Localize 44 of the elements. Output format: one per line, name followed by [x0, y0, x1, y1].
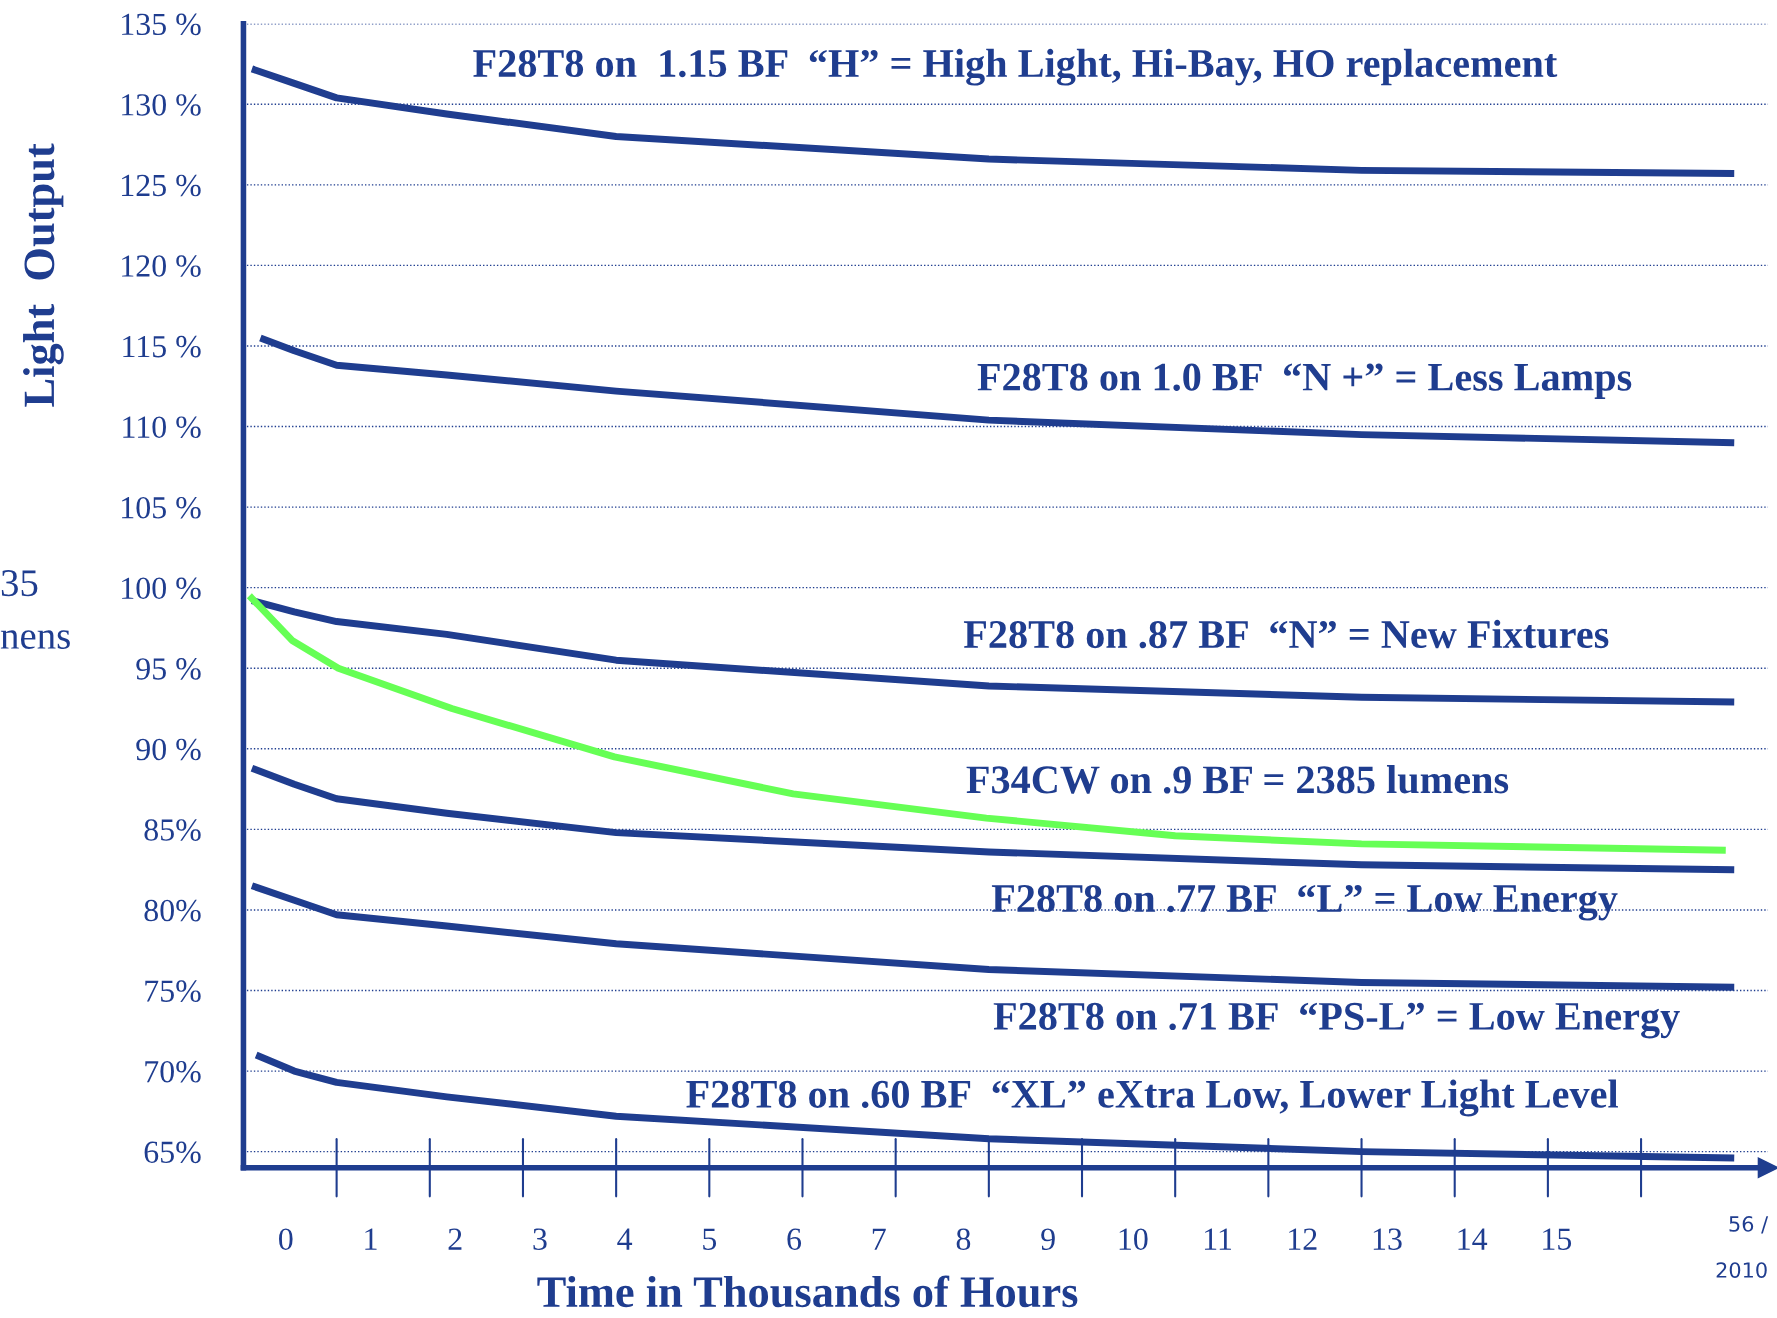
- series-label: F28T8 on .77 BF “L” = Low Energy: [991, 884, 1618, 921]
- y-tick-label: 75%: [145, 980, 201, 1003]
- y-tick-label: 130 %: [122, 94, 201, 116]
- x-tick-label: 5: [703, 1228, 717, 1250]
- x-tick-label: 10: [1119, 1228, 1148, 1250]
- y-tick-label: 85%: [144, 819, 201, 841]
- series-label: F34CW on .9 BF = 2385 lumens: [966, 765, 1509, 794]
- y-axis-title: Light Output: [23, 143, 64, 407]
- y-tick-label: 65%: [144, 1141, 201, 1164]
- x-tick-label: 15: [1543, 1228, 1572, 1250]
- text: 2010: [1716, 1262, 1767, 1278]
- x-tick-label: 13: [1373, 1228, 1402, 1250]
- y-tick-label: 105 %: [122, 496, 201, 519]
- y-tick-label: 80%: [144, 899, 201, 922]
- x-tick-label: 3: [533, 1228, 547, 1250]
- series-label: F28T8 on 1.0 BF “N +” = Less Lamps: [977, 363, 1632, 399]
- x-tick-label: 11: [1204, 1228, 1231, 1250]
- x-tick-label: 9: [1041, 1228, 1055, 1250]
- series-label: F28T8 on .60 BF “XL” eXtra Low, Lower Light Level: [686, 1079, 1618, 1117]
- x-tick-label: 1: [365, 1228, 377, 1250]
- y-tick-label: 90 %: [136, 738, 201, 761]
- y-tick-label: 125 %: [122, 174, 201, 197]
- text: 35: [1, 570, 38, 597]
- y-tick-label: 70%: [145, 1060, 201, 1083]
- x-tick-label: 8: [956, 1228, 971, 1250]
- y-tick-label: 100 %: [122, 577, 201, 600]
- x-tick-label: 12: [1289, 1228, 1317, 1250]
- x-tick-label: 6: [787, 1228, 802, 1250]
- series-label: F28T8 on 1.15 BF “H” = High Light, Hi-Bay, HO replacement: [473, 48, 1558, 86]
- x-tick-label: 0: [279, 1228, 293, 1250]
- x-axis-title: Time in Thousands of Hours: [537, 1275, 1078, 1308]
- series-label: F28T8 on .87 BF “N” = New Fixtures: [963, 619, 1609, 649]
- y-tick-label: 95 %: [136, 658, 201, 680]
- x-tick-label: 2: [448, 1228, 462, 1250]
- y-tick-label: 135 %: [122, 13, 201, 36]
- x-tick-label: 14: [1458, 1228, 1488, 1250]
- y-tick-label: 110 %: [123, 416, 201, 439]
- text: nens: [0, 630, 70, 649]
- y-tick-label: 120 %: [122, 255, 201, 277]
- text: 56 /: [1729, 1216, 1769, 1234]
- y-tick-label: 115 %: [123, 335, 201, 358]
- x-tick-label: 4: [617, 1228, 633, 1250]
- series-label: F28T8 on .71 BF “PS-L” = Low Energy: [993, 1002, 1680, 1039]
- x-tick-label: 7: [872, 1228, 886, 1250]
